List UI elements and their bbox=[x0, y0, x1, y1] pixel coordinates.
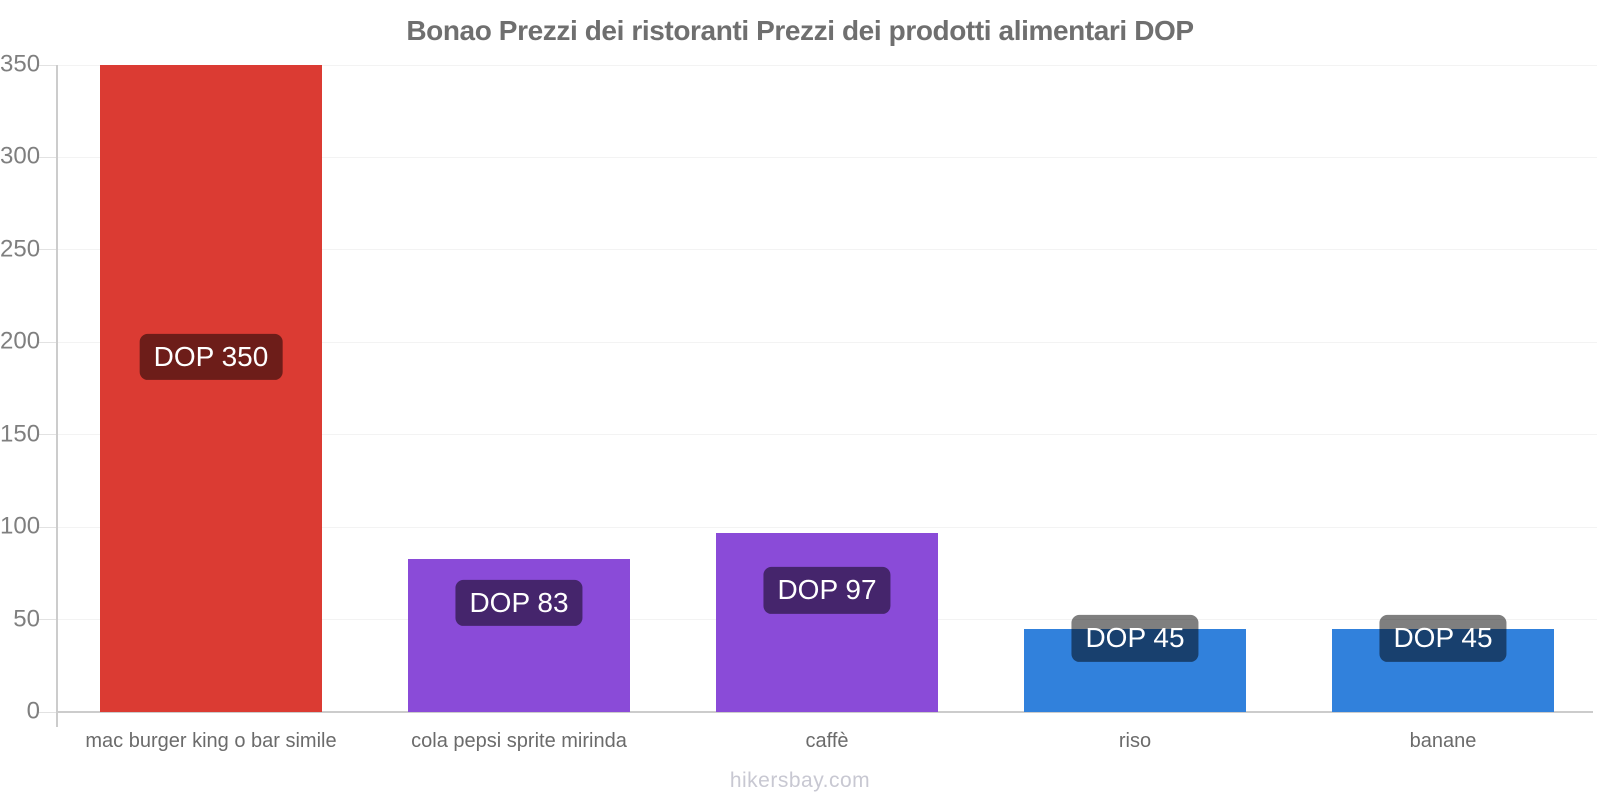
gridline bbox=[57, 156, 1597, 158]
bar bbox=[716, 532, 938, 712]
y-axis-tick-label: 300 bbox=[0, 142, 41, 170]
y-axis-tick-label: 200 bbox=[0, 327, 41, 355]
category-label: banane bbox=[1409, 730, 1477, 752]
gridline bbox=[57, 249, 1597, 251]
y-axis-tick bbox=[38, 526, 57, 528]
bar-value-label: DOP 83 bbox=[455, 580, 583, 627]
y-axis-tick-label: 150 bbox=[0, 420, 41, 448]
category-label: cola pepsi sprite mirinda bbox=[411, 730, 627, 752]
y-axis-tick bbox=[38, 619, 57, 621]
gridline bbox=[57, 526, 1597, 528]
y-axis-tick bbox=[38, 64, 57, 66]
bar-value-label: DOP 97 bbox=[763, 567, 891, 614]
y-axis-tick-label: 350 bbox=[0, 50, 41, 78]
bar-value-label: DOP 45 bbox=[1071, 615, 1199, 662]
chart-title: Bonao Prezzi dei ristoranti Prezzi dei p… bbox=[406, 15, 1194, 46]
y-axis-tick-label: 50 bbox=[13, 605, 40, 633]
y-axis-tick-label: 100 bbox=[0, 512, 41, 540]
gridline bbox=[57, 64, 1597, 66]
y-axis-tick-label: 0 bbox=[26, 697, 40, 725]
y-axis-tick bbox=[38, 711, 57, 713]
bar-value-label: DOP 45 bbox=[1379, 615, 1507, 662]
gridline bbox=[57, 434, 1597, 436]
y-axis-tick-label: 250 bbox=[0, 235, 41, 263]
category-label: mac burger king o bar simile bbox=[85, 730, 337, 752]
bar-value-label: DOP 350 bbox=[139, 333, 283, 380]
y-axis-tick bbox=[38, 156, 57, 158]
category-label: riso bbox=[1118, 730, 1152, 752]
y-axis-tick bbox=[38, 341, 57, 343]
y-axis-tick bbox=[38, 434, 57, 436]
x-axis-line bbox=[57, 711, 1593, 713]
y-axis-line bbox=[56, 65, 58, 727]
watermark-text: hikersbay.com bbox=[729, 769, 871, 792]
y-axis-tick bbox=[38, 249, 57, 251]
gridline bbox=[57, 341, 1597, 343]
bar bbox=[100, 65, 322, 712]
category-label: caffè bbox=[805, 730, 849, 752]
